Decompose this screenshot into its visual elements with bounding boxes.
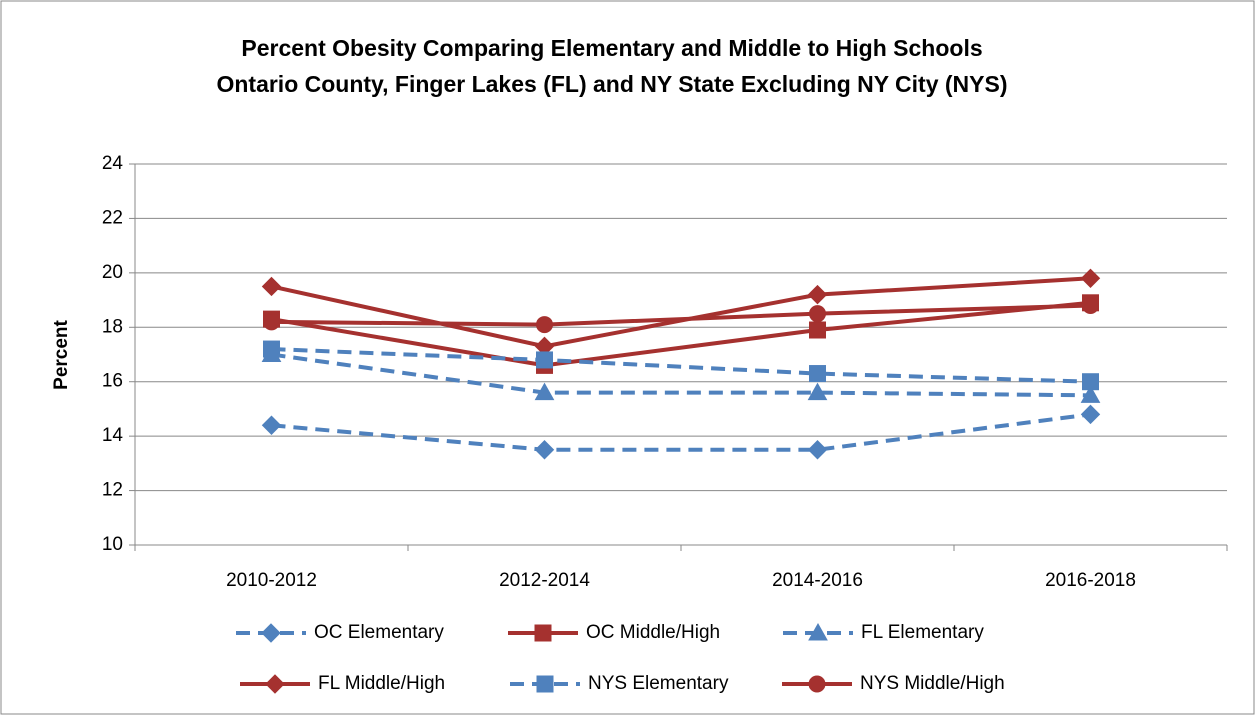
- marker: [536, 351, 553, 369]
- x-tick-label: 2012-2014: [499, 570, 590, 591]
- x-tick-label: 2014-2016: [772, 570, 863, 591]
- chart-title: Percent Obesity Comparing Elementary and…: [241, 35, 982, 61]
- x-tick-label: 2010-2012: [226, 570, 317, 591]
- marker: [1082, 373, 1099, 391]
- marker: [1080, 385, 1101, 403]
- y-tick-label: 24: [102, 153, 124, 174]
- y-tick-label: 10: [102, 534, 123, 555]
- y-tick-label: 14: [102, 425, 124, 446]
- legend-marker: [536, 675, 554, 693]
- legend-label: OC Elementary: [314, 622, 444, 643]
- marker: [1080, 268, 1101, 289]
- legend-label: FL Elementary: [861, 622, 984, 643]
- legend-marker: [261, 623, 281, 643]
- y-axis-label: Percent: [51, 319, 72, 389]
- series-line: [271, 300, 1091, 368]
- x-tick-label: 2016-2018: [1045, 570, 1136, 591]
- y-tick-label: 20: [102, 262, 123, 283]
- legend-marker: [265, 674, 285, 694]
- y-tick-label: 16: [102, 371, 123, 392]
- marker: [809, 365, 826, 383]
- legend-label: FL Middle/High: [318, 673, 445, 694]
- legend-label: NYS Middle/High: [860, 673, 1005, 694]
- series-line: [271, 303, 1091, 327]
- marker: [1080, 404, 1101, 425]
- marker: [534, 382, 555, 401]
- marker: [261, 276, 282, 297]
- y-tick-label: 22: [102, 207, 123, 228]
- marker: [1082, 297, 1099, 315]
- series-line: [271, 347, 1091, 384]
- legend-marker: [808, 622, 828, 641]
- marker: [263, 313, 280, 331]
- chart-subtitle: Ontario County, Finger Lakes (FL) and NY…: [216, 71, 1007, 97]
- marker: [809, 305, 826, 323]
- marker: [807, 382, 828, 401]
- marker: [534, 440, 555, 460]
- marker: [536, 316, 553, 334]
- y-tick-label: 18: [102, 316, 123, 337]
- marker: [261, 415, 282, 435]
- legend-marker: [808, 675, 826, 693]
- legend-label: OC Middle/High: [586, 622, 720, 643]
- marker: [809, 321, 826, 339]
- marker: [807, 284, 828, 305]
- legend-label: NYS Elementary: [588, 673, 729, 694]
- series-line: [271, 412, 1091, 452]
- legend-marker: [534, 624, 552, 642]
- marker: [263, 340, 280, 358]
- series-line: [271, 352, 1091, 398]
- marker: [807, 440, 828, 460]
- y-tick-label: 12: [102, 480, 123, 501]
